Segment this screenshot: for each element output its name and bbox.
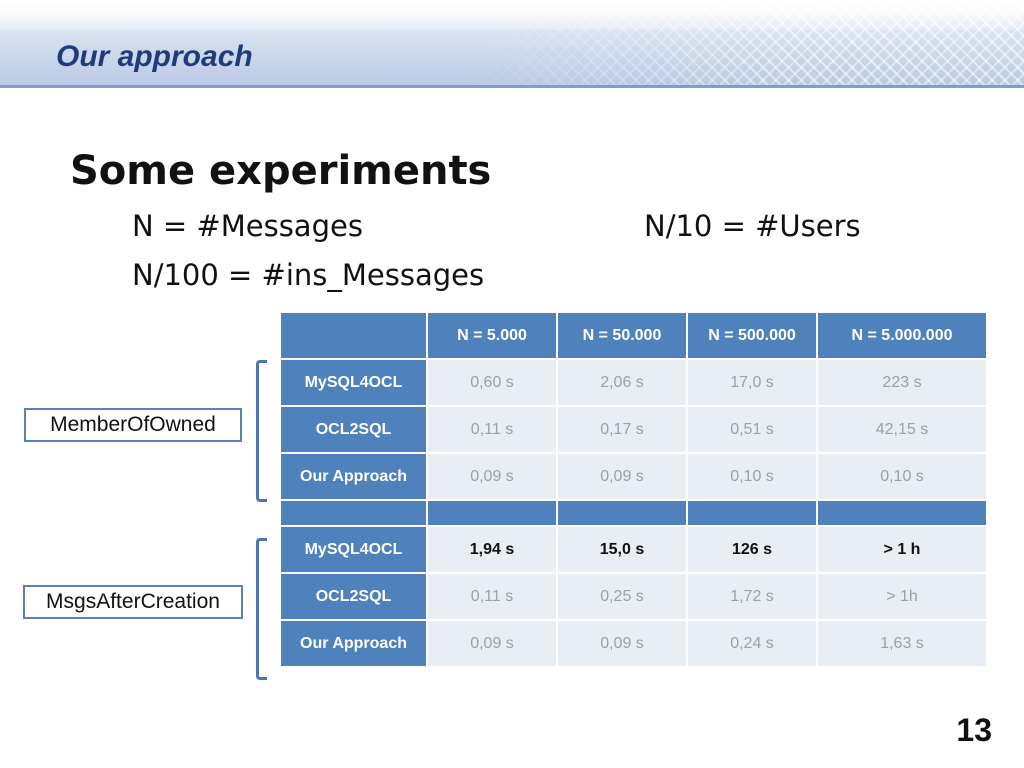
definition-ins-messages: N/100 = #ins_Messages <box>132 258 485 292</box>
spacer-cell <box>556 499 688 527</box>
column-header-corner <box>279 311 428 360</box>
table-cell: 17,0 s <box>686 358 818 407</box>
table-header-row: N = 5.000 N = 50.000 N = 500.000 N = 5.0… <box>279 311 988 360</box>
table-cell: 0,09 s <box>556 452 688 501</box>
page-number: 13 <box>956 712 992 748</box>
spacer-cell <box>816 499 988 527</box>
spacer-cell <box>426 499 558 527</box>
column-header-n-50000: N = 50.000 <box>556 311 688 360</box>
table-cell: 0,51 s <box>686 405 818 454</box>
table-cell: 0,10 s <box>816 452 988 501</box>
table-cell: 126 s <box>686 525 818 574</box>
experiment-results-table: N = 5.000 N = 50.000 N = 500.000 N = 5.0… <box>279 311 988 668</box>
table-cell: 0,11 s <box>426 405 558 454</box>
row-label: Our Approach <box>279 619 428 668</box>
table-cell: 0,24 s <box>686 619 818 668</box>
table-cell: 0,60 s <box>426 358 558 407</box>
table-cell: 15,0 s <box>556 525 688 574</box>
table-cell: 0,11 s <box>426 572 558 621</box>
table-row: Our Approach 0,09 s 0,09 s 0,24 s 1,63 s <box>279 619 988 668</box>
table-row: OCL2SQL 0,11 s 0,25 s 1,72 s > 1h <box>279 572 988 621</box>
table-cell: 1,72 s <box>686 572 818 621</box>
table-cell: > 1 h <box>816 525 988 574</box>
table-cell: 0,09 s <box>426 452 558 501</box>
group-label-member-of-owned: MemberOfOwned <box>24 408 242 442</box>
table-row: MySQL4OCL 1,94 s 15,0 s 126 s > 1 h <box>279 525 988 574</box>
row-label: Our Approach <box>279 452 428 501</box>
table-row: OCL2SQL 0,11 s 0,17 s 0,51 s 42,15 s <box>279 405 988 454</box>
table-cell: 0,17 s <box>556 405 688 454</box>
definition-messages: N = #Messages <box>132 209 363 243</box>
banner-pattern <box>464 0 1024 88</box>
header-banner <box>0 0 1024 88</box>
definition-users: N/10 = #Users <box>644 209 861 243</box>
row-label: MySQL4OCL <box>279 358 428 407</box>
spacer-cell <box>279 499 428 527</box>
row-label: MySQL4OCL <box>279 525 428 574</box>
table-cell: 0,25 s <box>556 572 688 621</box>
banner-divider <box>0 85 1024 88</box>
row-label: OCL2SQL <box>279 572 428 621</box>
table-cell: 42,15 s <box>816 405 988 454</box>
section-heading: Some experiments <box>70 148 492 194</box>
spacer-cell <box>686 499 818 527</box>
group-label-msgs-after-creation: MsgsAfterCreation <box>23 585 243 619</box>
column-header-n-5000: N = 5.000 <box>426 311 558 360</box>
table-cell: 2,06 s <box>556 358 688 407</box>
group-bracket-member-of-owned <box>256 360 267 502</box>
table-cell: 1,94 s <box>426 525 558 574</box>
table-cell: 0,10 s <box>686 452 818 501</box>
column-header-n-5000000: N = 5.000.000 <box>816 311 988 360</box>
column-header-n-500000: N = 500.000 <box>686 311 818 360</box>
table-cell: > 1h <box>816 572 988 621</box>
table-spacer-row <box>279 499 988 527</box>
table-cell: 0,09 s <box>426 619 558 668</box>
table-cell: 0,09 s <box>556 619 688 668</box>
group-bracket-msgs-after-creation <box>256 538 267 680</box>
slide-title: Our approach <box>56 40 253 73</box>
table-row: Our Approach 0,09 s 0,09 s 0,10 s 0,10 s <box>279 452 988 501</box>
table-cell: 223 s <box>816 358 988 407</box>
row-label: OCL2SQL <box>279 405 428 454</box>
table-row: MySQL4OCL 0,60 s 2,06 s 17,0 s 223 s <box>279 358 988 407</box>
table-cell: 1,63 s <box>816 619 988 668</box>
